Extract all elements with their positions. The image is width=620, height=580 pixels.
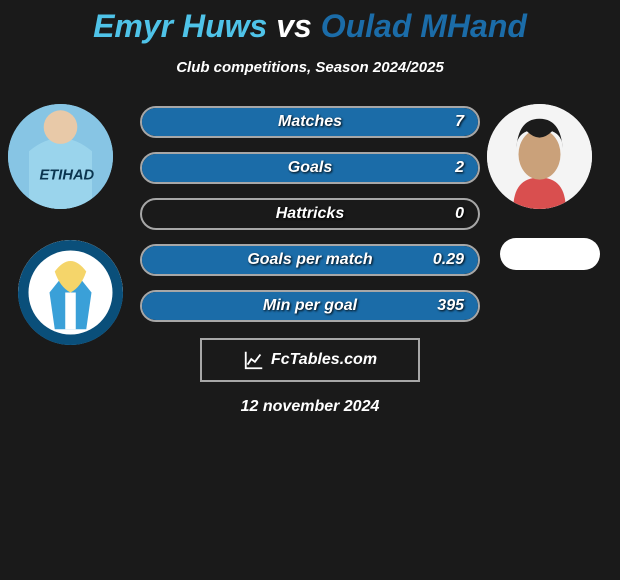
player-face-icon (487, 104, 592, 209)
player2-avatar (487, 104, 592, 209)
player2-club-badge (500, 238, 600, 270)
stat-row-matches: Matches 7 (140, 106, 480, 138)
stat-label: Min per goal (142, 292, 478, 320)
player-jersey-icon: ETIHAD (8, 104, 113, 209)
player2-name: Oulad MHand (321, 8, 527, 44)
source-attribution: FcTables.com (200, 338, 420, 382)
player1-club-crest (18, 240, 123, 345)
stat-row-min-per-goal: Min per goal 395 (140, 290, 480, 322)
stat-label: Matches (142, 108, 478, 136)
stat-label: Goals (142, 154, 478, 182)
stat-label: Goals per match (142, 246, 478, 274)
vs-text: vs (276, 8, 312, 44)
subtitle: Club competitions, Season 2024/2025 (0, 59, 620, 76)
stat-value-right: 395 (437, 292, 464, 320)
player1-name: Emyr Huws (93, 8, 267, 44)
comparison-body: ETIHAD Matches 7 (0, 104, 620, 416)
player1-avatar: ETIHAD (8, 104, 113, 209)
stat-value-right: 0 (455, 200, 464, 228)
stat-row-hattricks: Hattricks 0 (140, 198, 480, 230)
stat-row-goals-per-match: Goals per match 0.29 (140, 244, 480, 276)
stats-table: Matches 7 Goals 2 Hattricks 0 Goals per … (140, 104, 480, 322)
stat-value-right: 7 (455, 108, 464, 136)
stat-label: Hattricks (142, 200, 478, 228)
club-crest-icon (18, 240, 123, 345)
comparison-title: Emyr Huws vs Oulad MHand (0, 0, 620, 45)
chart-icon (243, 349, 265, 371)
stat-value-right: 0.29 (433, 246, 464, 274)
date-label: 12 november 2024 (0, 398, 620, 416)
brand-label: FcTables.com (271, 351, 377, 369)
stat-value-right: 2 (455, 154, 464, 182)
svg-text:ETIHAD: ETIHAD (40, 168, 95, 184)
stat-row-goals: Goals 2 (140, 152, 480, 184)
